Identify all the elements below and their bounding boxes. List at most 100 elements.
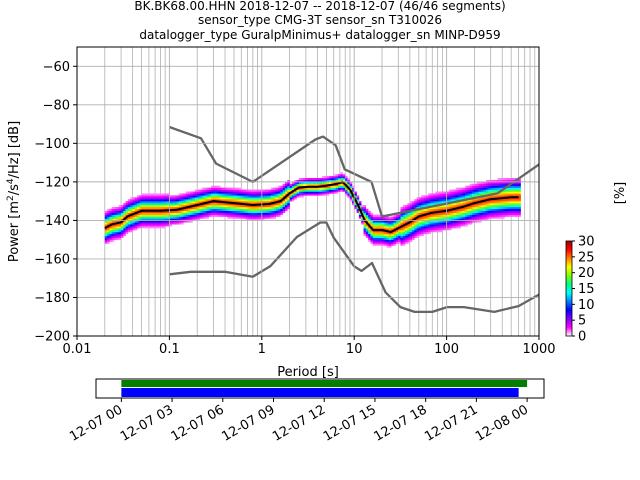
heatmap-cell: [153, 195, 156, 198]
heatmap-cell: [222, 208, 226, 212]
heatmap-cell: [418, 204, 422, 208]
heatmap-cell: [342, 183, 346, 186]
heatmap-cell: [513, 203, 517, 206]
heatmap-cell: [435, 216, 438, 219]
heatmap-cell: [282, 183, 286, 186]
heatmap-cell: [197, 218, 200, 221]
heatmap-cell: [317, 187, 320, 190]
heatmap-cell: [190, 195, 193, 198]
heatmap-cell: [460, 203, 464, 206]
heatmap-cell: [248, 197, 251, 200]
heatmap-cell: [160, 203, 163, 206]
heatmap-cell: [197, 199, 200, 202]
heatmap-cell: [144, 220, 147, 223]
heatmap-cell: [282, 189, 286, 192]
heatmap-cell: [236, 201, 240, 204]
heatmap-cell: [476, 191, 480, 194]
heatmap-cell: [130, 199, 133, 202]
heatmap-cell: [393, 239, 397, 242]
heatmap-cell: [412, 204, 415, 208]
heatmap-cell: [287, 204, 290, 208]
heatmap-cell: [287, 179, 290, 183]
heatmap-cell: [342, 178, 346, 181]
heatmap-cell: [488, 201, 491, 204]
heatmap-cell: [171, 214, 175, 217]
heatmap-cell: [104, 235, 108, 238]
heatmap-cell: [472, 183, 475, 186]
heatmap-cell: [171, 203, 175, 206]
heatmap-cell: [234, 208, 237, 212]
heatmap-cell: [483, 183, 487, 186]
heatmap-cell: [492, 187, 496, 190]
heatmap-cell: [201, 193, 205, 196]
timeline-bar: [121, 388, 519, 397]
heatmap-cell: [120, 210, 124, 213]
heatmap-cell: [363, 216, 367, 219]
heatmap-cell: [370, 237, 374, 240]
heatmap-cell: [377, 220, 380, 223]
heatmap-cell: [155, 222, 159, 225]
heatmap-cell: [453, 214, 457, 217]
heatmap-cell: [409, 233, 413, 237]
heatmap-cell: [479, 203, 482, 206]
heatmap-cell: [451, 212, 454, 215]
heatmap-cell: [280, 187, 283, 190]
heatmap-cell: [356, 199, 360, 202]
heatmap-cell: [312, 181, 316, 185]
heatmap-cell: [215, 214, 219, 217]
heatmap-cell: [446, 204, 450, 208]
heatmap-cell: [338, 189, 341, 192]
heatmap-cell: [388, 218, 392, 221]
heatmap-cell: [289, 187, 293, 190]
heatmap-cell: [104, 212, 108, 215]
heatmap-cell: [430, 222, 434, 225]
heatmap-cell: [153, 206, 156, 210]
heatmap-cell: [474, 183, 477, 186]
heatmap-cell: [252, 189, 256, 192]
heatmap-cell: [481, 201, 484, 204]
heatmap-cell: [254, 212, 258, 215]
heatmap-cell: [234, 187, 237, 190]
heatmap-cell: [280, 204, 283, 208]
heatmap-cell: [386, 243, 390, 246]
heatmap-cell: [347, 181, 350, 185]
heatmap-cell: [118, 210, 122, 213]
heatmap-cell: [513, 206, 517, 210]
heatmap-cell: [118, 228, 122, 231]
heatmap-cell: [499, 206, 503, 210]
y-tick-label: −100: [34, 137, 70, 152]
heatmap-cell: [289, 189, 293, 192]
heatmap-cell: [416, 220, 420, 223]
heatmap-cell: [132, 228, 136, 231]
heatmap-cell: [132, 214, 136, 217]
heatmap-cell: [134, 208, 138, 212]
heatmap-cell: [395, 233, 399, 237]
heatmap-cell: [280, 201, 283, 204]
heatmap-cell: [211, 197, 214, 200]
heatmap-cell: [423, 224, 427, 227]
heatmap-cell: [114, 208, 117, 212]
heatmap-cell: [442, 218, 445, 221]
heatmap-cell: [467, 216, 471, 219]
heatmap-cell: [114, 210, 117, 213]
heatmap-cell: [449, 191, 452, 194]
heatmap-cell: [139, 201, 143, 204]
heatmap-cell: [414, 220, 417, 223]
heatmap-cell: [469, 183, 473, 186]
heatmap-cell: [245, 199, 249, 202]
heatmap-cell: [250, 214, 253, 217]
heatmap-cell: [118, 224, 122, 227]
heatmap-cell: [287, 187, 290, 190]
heatmap-cell: [245, 201, 249, 204]
heatmap-cell: [446, 222, 450, 225]
heatmap-cell: [379, 218, 383, 221]
heatmap-cell: [499, 212, 503, 215]
heatmap-cell: [194, 199, 198, 202]
heatmap-cell: [317, 179, 320, 183]
heatmap-cell: [317, 193, 320, 196]
heatmap-cell: [271, 187, 274, 190]
heatmap-cell: [137, 214, 140, 217]
colorbar-label: [%]: [613, 182, 628, 205]
heatmap-cell: [453, 204, 457, 208]
heatmap-cell: [294, 179, 297, 183]
